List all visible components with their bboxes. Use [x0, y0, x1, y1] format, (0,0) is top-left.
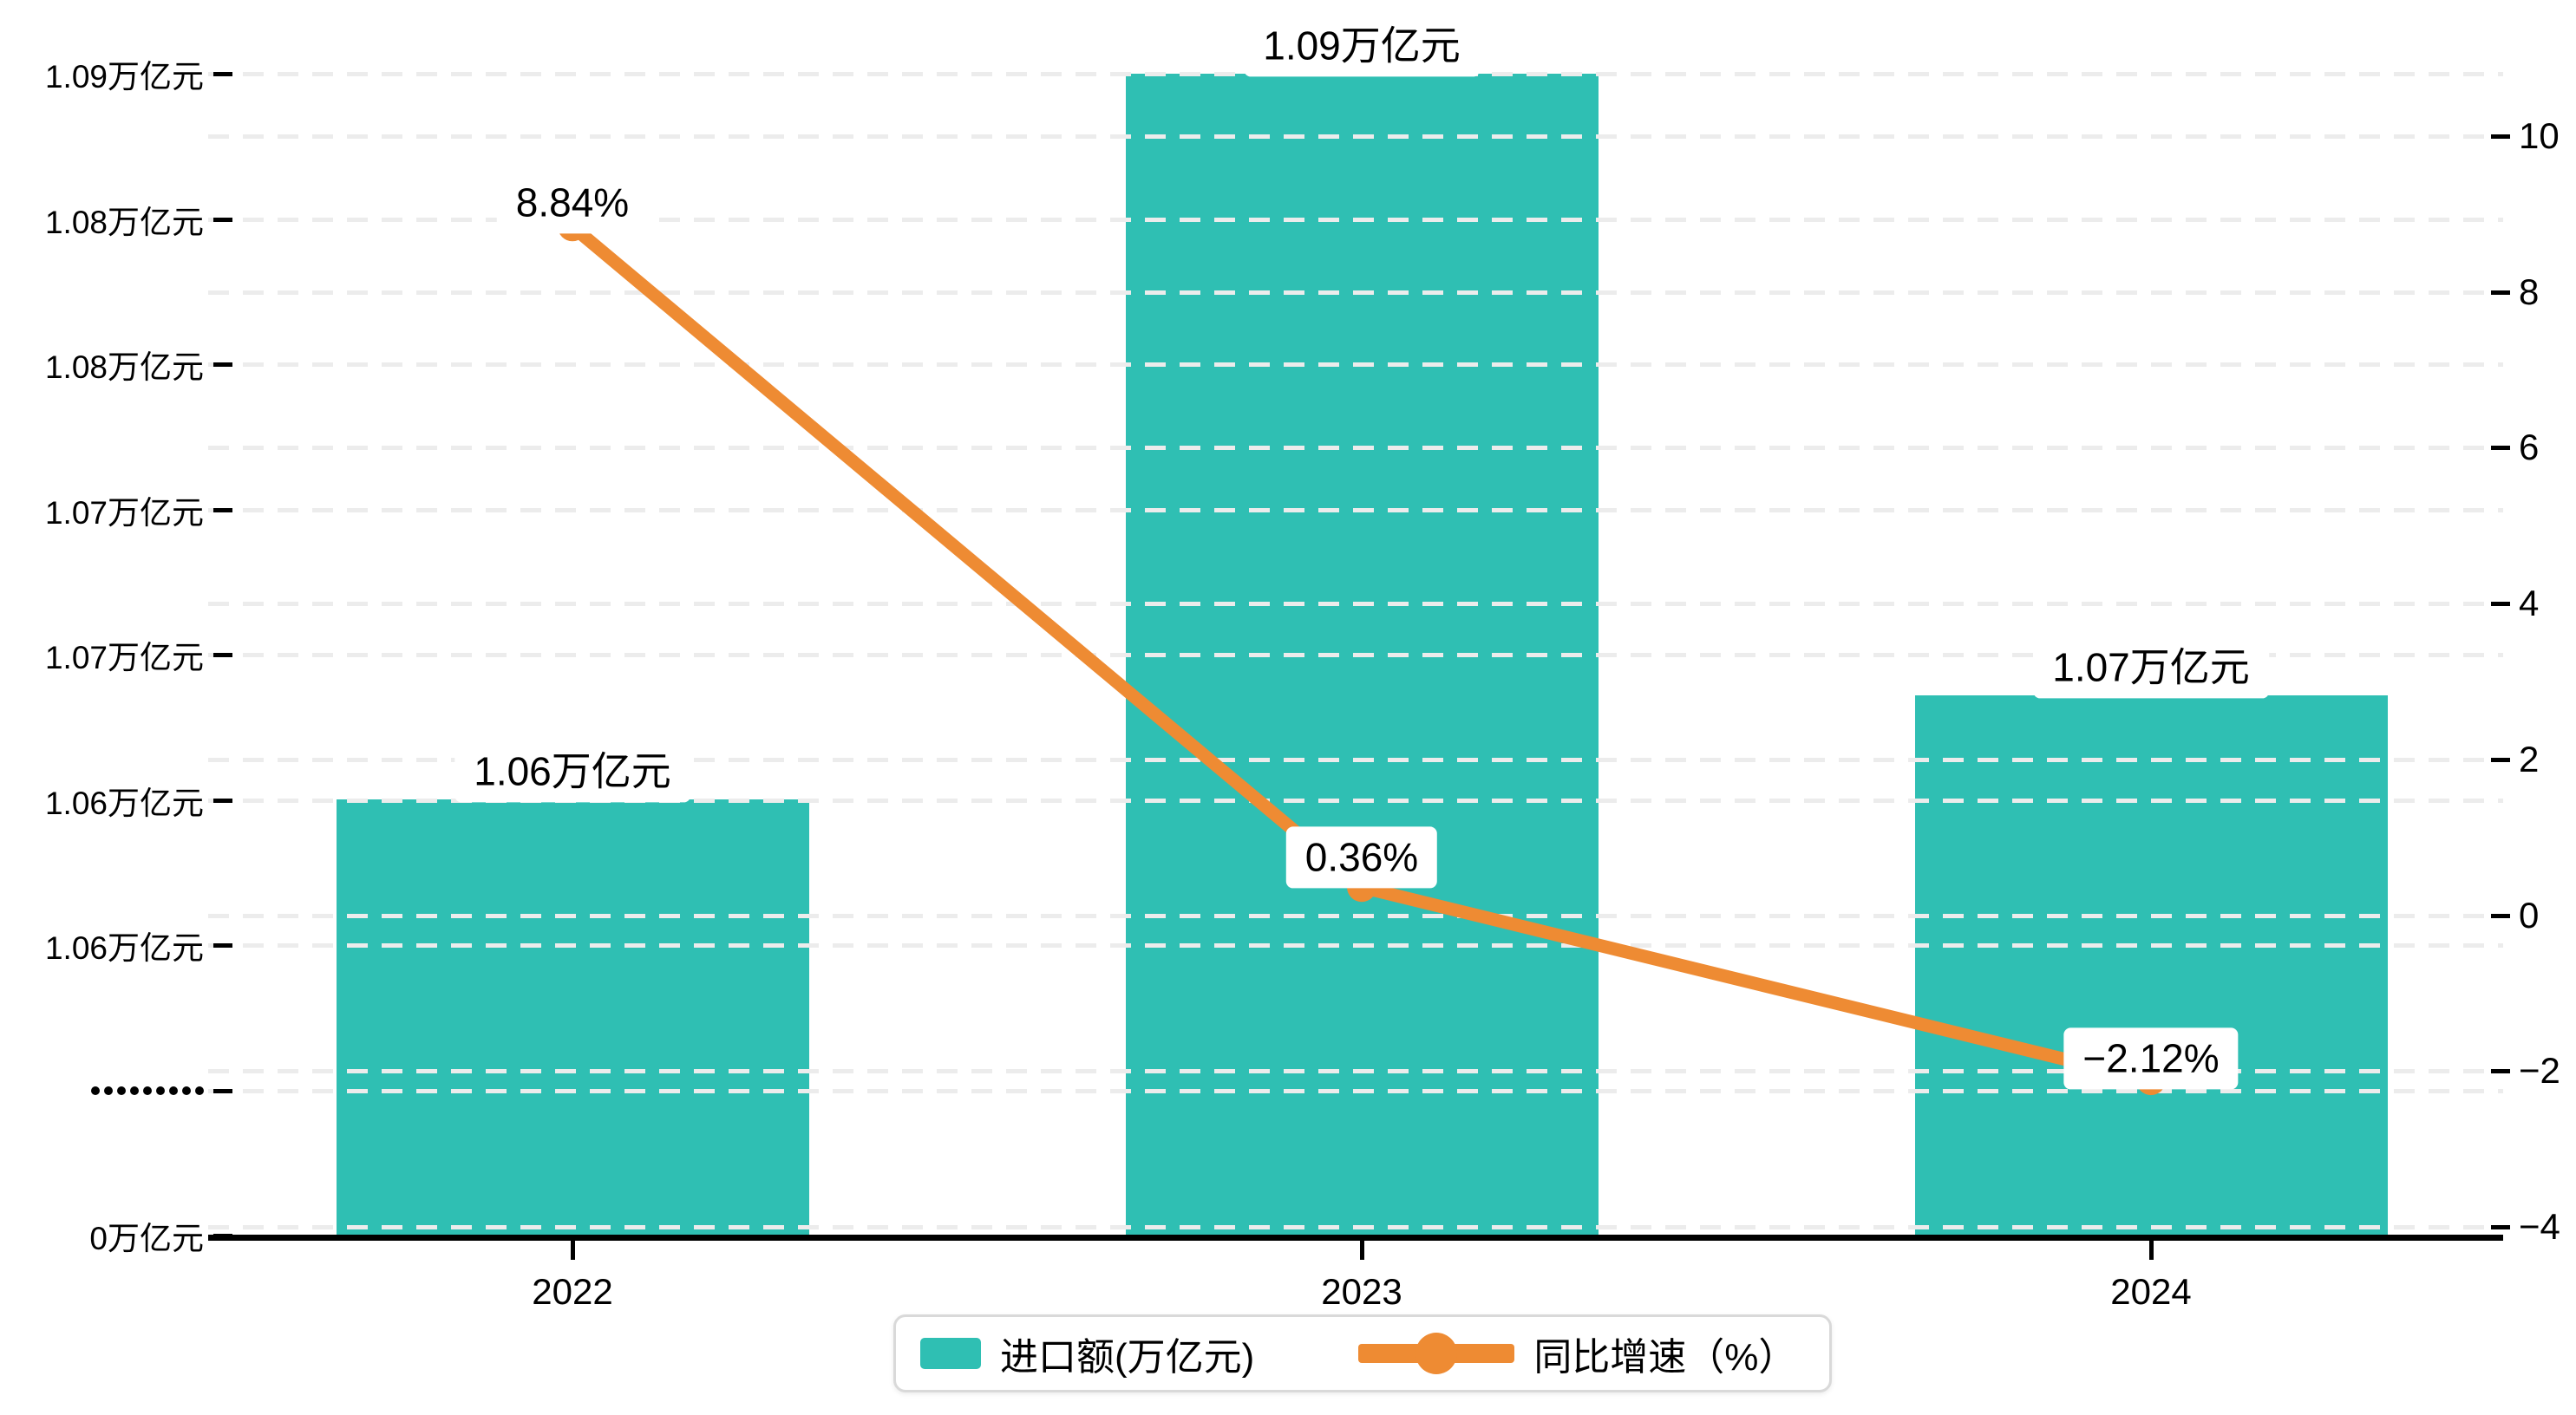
gridline	[208, 653, 2503, 657]
left-axis-tick	[213, 943, 232, 948]
left-axis-tick	[213, 1234, 232, 1238]
left-axis-tick-label: 1.06万亿元	[44, 785, 204, 821]
right-axis-tick-label: 8	[2519, 271, 2540, 312]
gridline	[208, 446, 2503, 451]
right-axis-tick-label: 2	[2519, 738, 2540, 779]
x-axis-line	[208, 1235, 2503, 1241]
gridline	[208, 757, 2503, 762]
gridline	[208, 943, 2503, 948]
line-value-label-2023: 0.36%	[1285, 826, 1438, 889]
bar-value-label-2023: 1.09万亿元	[1244, 15, 1480, 77]
right-axis-tick	[2491, 1225, 2510, 1229]
left-axis-tick-label: 1.07万亿元	[44, 640, 204, 675]
right-axis-tick-label: 4	[2519, 583, 2540, 624]
right-axis-tick	[2491, 602, 2510, 607]
x-axis-tick-2023	[1360, 1241, 1364, 1260]
legend-label-import-value: 进口额(万亿元)	[1000, 1336, 1255, 1379]
right-axis-tick-label: −2	[2519, 1050, 2560, 1092]
right-axis-tick-label: −4	[2519, 1206, 2560, 1247]
right-axis-tick	[2491, 757, 2510, 762]
chart-legend: 进口额(万亿元) 同比增速（%）	[893, 1314, 1832, 1392]
gridline	[208, 913, 2503, 918]
legend-label-growth-rate: 同比增速（%）	[1533, 1336, 1797, 1379]
gridline	[208, 1225, 2503, 1229]
gridline	[208, 362, 2503, 367]
bar-series-swatch-icon	[920, 1338, 981, 1369]
gridline	[208, 290, 2503, 295]
left-axis-tick	[213, 798, 232, 803]
left-axis-tick	[213, 217, 232, 222]
left-axis-tick	[213, 1088, 232, 1093]
left-axis-tick	[213, 507, 232, 512]
right-axis-tick-label: 10	[2519, 115, 2560, 156]
x-axis-label-2023: 2023	[1321, 1271, 1402, 1312]
left-axis-tick-label: 1.06万亿元	[44, 930, 204, 966]
x-axis-tick-2024	[2149, 1241, 2154, 1260]
gridline	[208, 507, 2503, 512]
gridline	[208, 1088, 2503, 1093]
left-axis-tick	[213, 362, 232, 367]
gridline	[208, 217, 2503, 222]
right-axis-tick-label: 0	[2519, 894, 2540, 936]
left-axis-tick-label: 1.07万亿元	[44, 494, 204, 531]
left-axis-tick	[213, 653, 232, 657]
gridline	[208, 1069, 2503, 1074]
left-axis-tick-label: 1.08万亿元	[44, 204, 204, 240]
left-axis-break-marker	[91, 1086, 204, 1095]
right-axis-tick	[2491, 446, 2510, 451]
right-axis-tick-label: 6	[2519, 427, 2540, 468]
bar-2022[interactable]	[336, 799, 809, 1236]
line-value-label-2022: 8.84%	[496, 172, 649, 234]
right-axis-tick	[2491, 134, 2510, 139]
bar-2024[interactable]	[1914, 695, 2388, 1236]
x-axis-label-2024: 2024	[2110, 1271, 2192, 1312]
right-axis-tick	[2491, 290, 2510, 295]
left-axis-tick-label: 1.09万亿元	[44, 59, 204, 95]
left-axis-tick-label: 1.08万亿元	[44, 349, 204, 385]
left-axis-tick-label: 0万亿元	[89, 1221, 204, 1256]
line-series-marker-icon	[1358, 1332, 1515, 1375]
legend-item-import-value[interactable]: 进口额(万亿元)	[920, 1326, 1254, 1381]
gridline	[208, 602, 2503, 607]
bar-value-label-2022: 1.06万亿元	[454, 740, 690, 803]
bar-value-label-2024: 1.07万亿元	[2033, 636, 2269, 699]
x-axis-label-2022: 2022	[532, 1271, 613, 1312]
line-value-label-2024: −2.12%	[2063, 1027, 2239, 1090]
gridline	[208, 134, 2503, 139]
gridline	[208, 798, 2503, 803]
right-axis-tick	[2491, 1069, 2510, 1074]
right-axis-tick	[2491, 913, 2510, 918]
legend-item-growth-rate[interactable]: 同比增速（%）	[1358, 1326, 1796, 1381]
left-axis-tick	[213, 72, 232, 76]
x-axis-tick-2022	[571, 1241, 575, 1260]
